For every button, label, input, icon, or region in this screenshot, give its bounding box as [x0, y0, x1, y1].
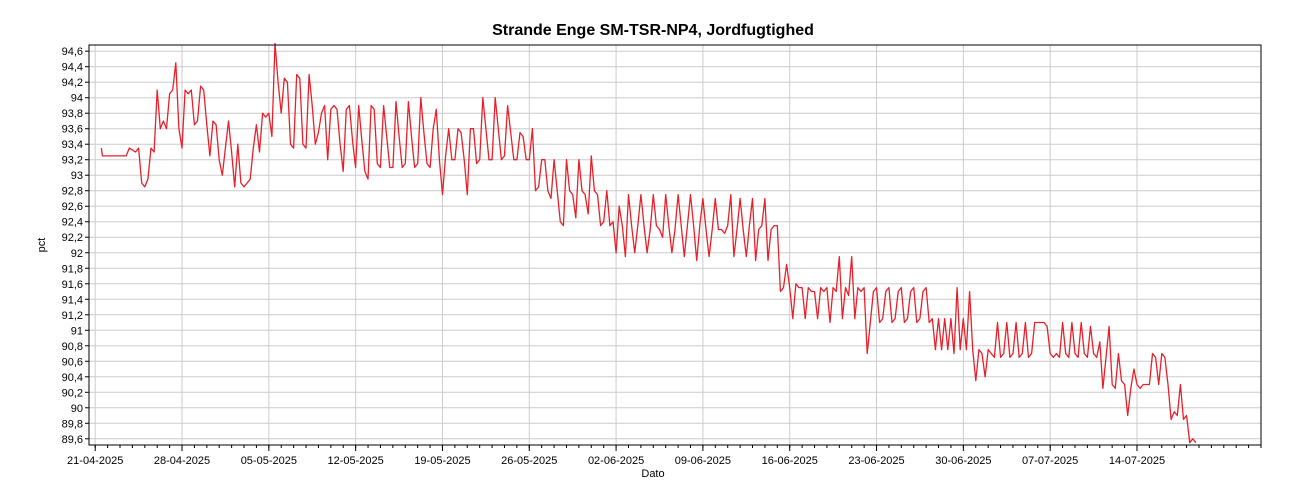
y-tick-label: 92,8: [62, 186, 83, 198]
x-tick-label: 02-06-2025: [588, 455, 644, 467]
x-tick-label: 28-04-2025: [154, 455, 210, 467]
x-tick-label: 19-05-2025: [414, 455, 470, 467]
x-tick-label: 09-06-2025: [675, 455, 731, 467]
y-tick-label: 89,6: [62, 434, 83, 446]
y-tick-label: 91,2: [62, 310, 83, 322]
x-tick-label: 21-04-2025: [67, 455, 123, 467]
y-tick-label: 93,2: [62, 155, 83, 167]
x-axis: 21-04-2025 28-04-2025 05-05-2025 12-05-2025…: [67, 445, 1262, 467]
y-tick-label: 93,6: [62, 124, 83, 136]
y-axis: 89,6 89,8 90 90,2 90,4 90,6 90,8 91 91,2 91,4 91,6…: [62, 46, 89, 446]
y-tick-label: 93,4: [62, 139, 83, 151]
y-tick-label: 94,4: [62, 62, 83, 74]
y-tick-label: 94,6: [62, 46, 83, 58]
x-tick-label: 30-06-2025: [935, 455, 991, 467]
y-tick-label: 94: [71, 93, 83, 105]
y-tick-label: 93,8: [62, 108, 83, 120]
series-line: [100, 42, 1197, 444]
y-tick-label: 91,4: [62, 294, 83, 306]
y-tick-label: 91,6: [62, 279, 83, 291]
grid: [89, 45, 1261, 445]
y-tick-label: 90,2: [62, 387, 83, 399]
x-axis-label: Dato: [641, 468, 664, 480]
x-tick-label: 07-07-2025: [1022, 455, 1078, 467]
y-tick-label: 92: [71, 248, 83, 260]
y-tick-label: 94,2: [62, 77, 83, 89]
y-tick-label: 90,4: [62, 372, 83, 384]
y-axis-label: pct: [36, 238, 48, 253]
y-tick-label: 89,8: [62, 418, 83, 430]
x-tick-label: 14-07-2025: [1109, 455, 1165, 467]
series-layer: [100, 42, 1197, 444]
y-tick-label: 92,2: [62, 232, 83, 244]
chart-title: Strande Enge SM-TSR-NP4, Jordfugtighed: [492, 22, 814, 39]
y-tick-label: 92,6: [62, 201, 83, 213]
y-tick-label: 91,8: [62, 263, 83, 275]
x-tick-label: 12-05-2025: [328, 455, 384, 467]
y-tick-label: 90: [71, 403, 83, 415]
y-tick-label: 92,4: [62, 217, 83, 229]
y-tick-label: 90,8: [62, 341, 83, 353]
y-tick-label: 93: [71, 170, 83, 182]
y-tick-label: 90,6: [62, 356, 83, 368]
y-tick-label: 91: [71, 325, 83, 337]
x-tick-label: 16-06-2025: [762, 455, 818, 467]
x-tick-label: 23-06-2025: [848, 455, 904, 467]
x-tick-label: 26-05-2025: [501, 455, 557, 467]
x-tick-label: 05-05-2025: [241, 455, 297, 467]
plot-area-border: [88, 44, 1262, 446]
